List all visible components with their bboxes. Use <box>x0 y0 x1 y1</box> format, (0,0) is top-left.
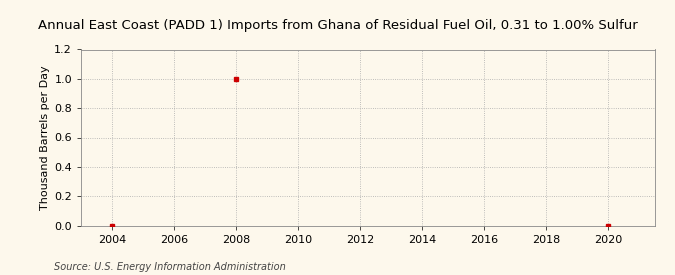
Y-axis label: Thousand Barrels per Day: Thousand Barrels per Day <box>40 65 50 210</box>
Text: Source: U.S. Energy Information Administration: Source: U.S. Energy Information Administ… <box>54 262 286 272</box>
Text: Annual East Coast (PADD 1) Imports from Ghana of Residual Fuel Oil, 0.31 to 1.00: Annual East Coast (PADD 1) Imports from … <box>38 19 637 32</box>
